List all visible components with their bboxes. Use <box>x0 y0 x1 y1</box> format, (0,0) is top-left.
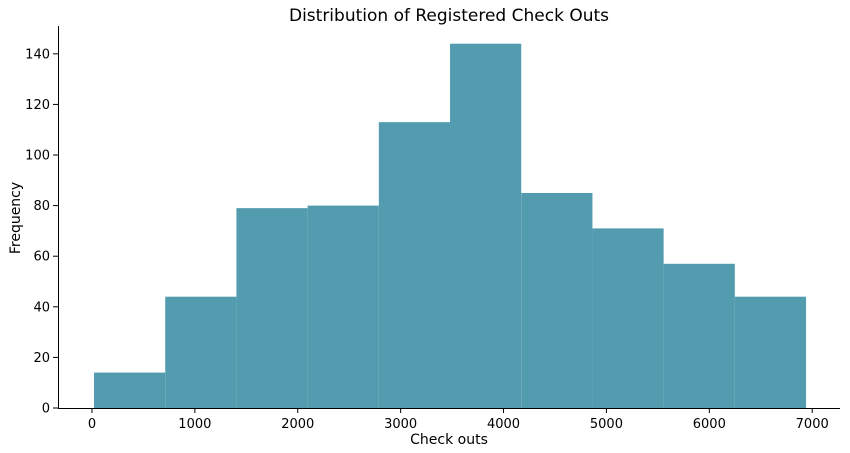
x-tick-label: 6000 <box>693 417 726 432</box>
bars-group <box>94 43 807 409</box>
histogram-bar <box>378 122 451 409</box>
y-tick-label: 40 <box>33 300 50 315</box>
histogram-bar <box>94 372 166 408</box>
histogram-bar <box>165 296 237 408</box>
y-tick-label: 20 <box>33 351 50 366</box>
histogram-bar <box>236 208 308 408</box>
y-axis-label: Frequency <box>8 182 24 254</box>
histogram-bar <box>592 228 664 408</box>
histogram-bar <box>521 192 593 408</box>
histogram-bar <box>734 296 807 408</box>
y-tick-label: 80 <box>33 199 50 214</box>
chart-title: Distribution of Registered Check Outs <box>289 6 609 26</box>
histogram-bar <box>663 263 735 408</box>
y-tick-label: 140 <box>25 47 50 62</box>
y-ticks-group: 0 20 40 60 80 100 120 140 <box>25 47 58 417</box>
y-tick-label: 100 <box>25 149 50 164</box>
x-axis-label: Check outs <box>410 432 488 448</box>
histogram-bar <box>450 43 522 408</box>
x-tick-label: 1000 <box>178 417 211 432</box>
x-tick-label: 5000 <box>590 417 623 432</box>
y-tick-label: 0 <box>42 402 50 417</box>
x-tick-label: 2000 <box>281 417 314 432</box>
x-tick-label: 7000 <box>796 417 829 432</box>
x-tick-label: 0 <box>88 417 96 432</box>
histogram-bar <box>307 205 379 408</box>
y-tick-label: 120 <box>25 98 50 113</box>
x-tick-label: 4000 <box>487 417 520 432</box>
x-tick-label: 3000 <box>384 417 417 432</box>
y-tick-label: 60 <box>33 250 50 265</box>
x-ticks-group: 0 1000 2000 3000 4000 5000 6000 7000 <box>88 408 829 432</box>
